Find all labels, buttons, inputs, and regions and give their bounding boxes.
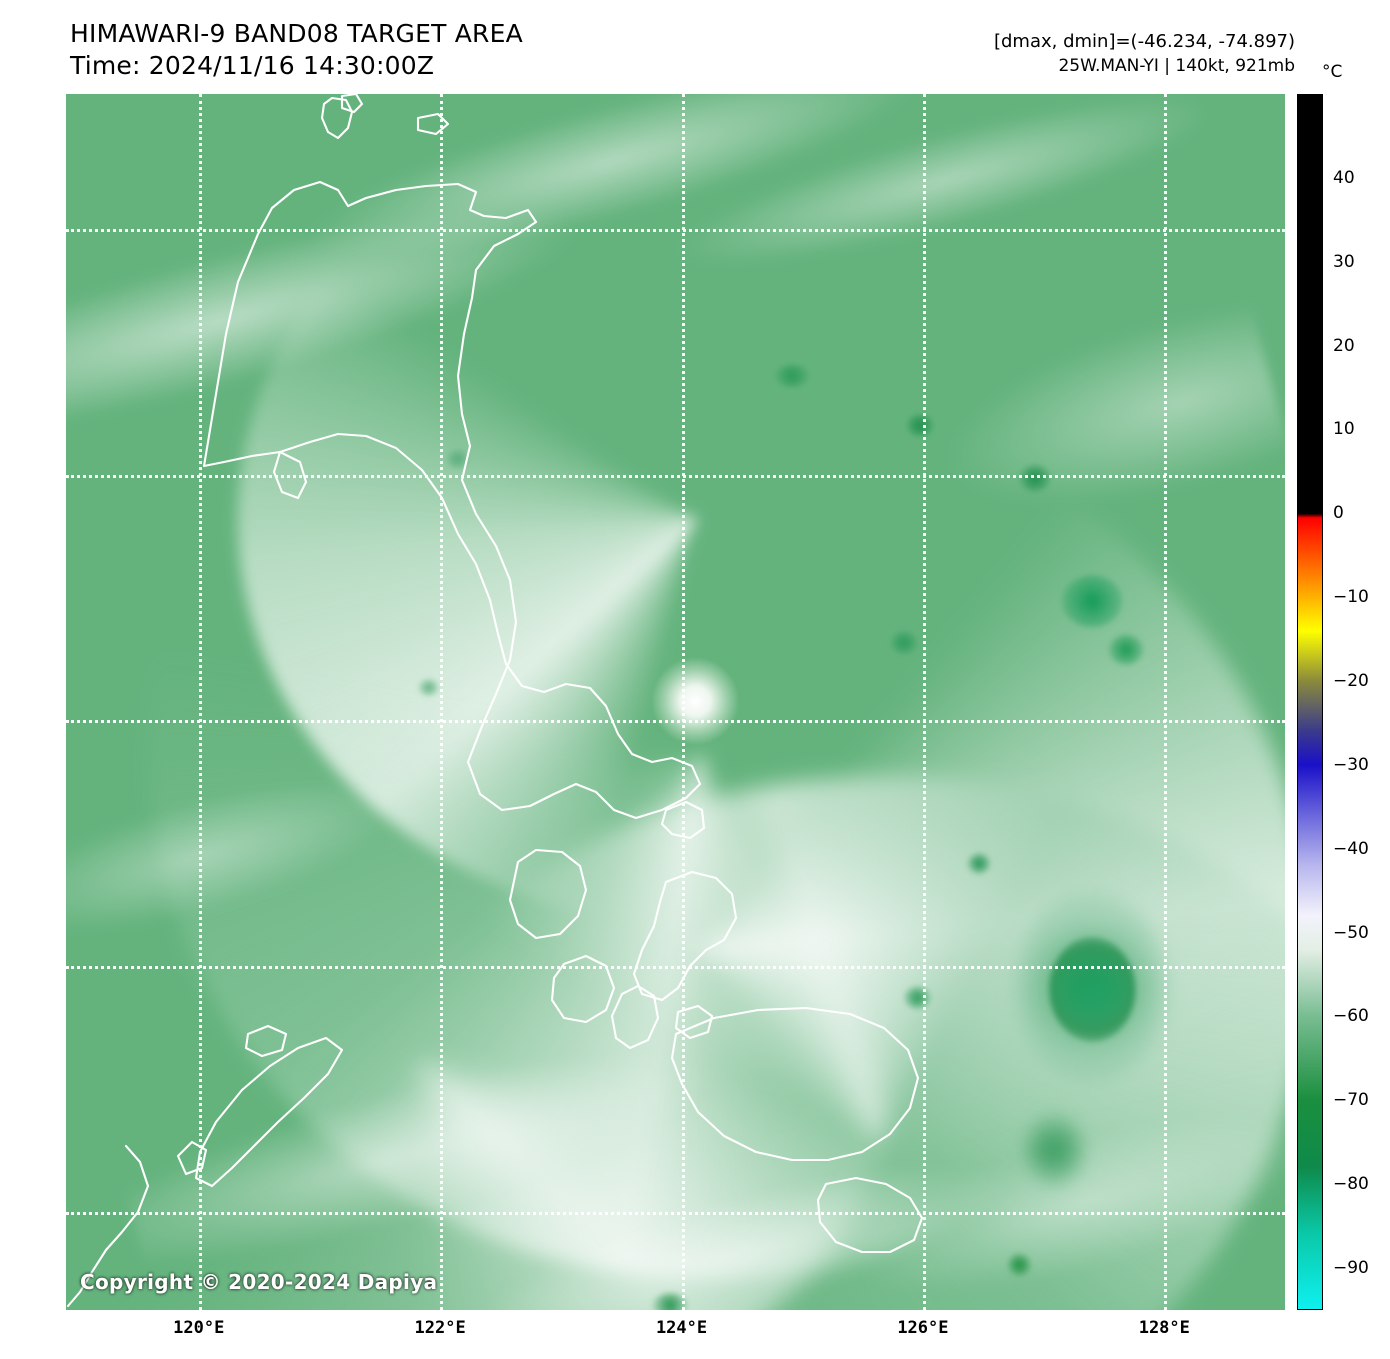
colorbar-tick-label: −90 — [1333, 1258, 1369, 1279]
metadata-block: [dmax, dmin]=(-46.234, -74.897) 25W.MAN-… — [994, 30, 1295, 78]
lon-tick-label: 124°E — [655, 1318, 708, 1338]
colorbar-tick-label: −50 — [1333, 922, 1369, 943]
colorbar-unit-label: °C — [1322, 62, 1343, 82]
lon-tick-label: 120°E — [173, 1318, 225, 1338]
mindanao-coastline — [670, 1006, 920, 1162]
colorbar-tick-label: 10 — [1333, 419, 1355, 440]
colorbar-gradient — [1298, 95, 1322, 1309]
data-range-label: [dmax, dmin]=(-46.234, -74.897) — [993, 31, 1295, 52]
gridline-lon-120°E — [198, 94, 202, 1310]
colorbar-tick-label: 0 — [1333, 503, 1344, 524]
colorbar-tick-label: −80 — [1333, 1174, 1369, 1195]
gridline-lat-16°N — [66, 474, 1285, 478]
small-islet-coastline — [176, 1140, 208, 1176]
satellite-image-plot: Copyright © 2020-2024 Dapiya — [66, 94, 1285, 1310]
sulu-islet-coastline — [244, 1024, 288, 1058]
gridline-lat-14°N — [66, 720, 1285, 724]
gridline-lat-10°N — [66, 1211, 1285, 1215]
colorbar-tick-label: 40 — [1333, 167, 1355, 188]
luzon-coastline — [202, 180, 702, 820]
lon-tick-label: 128°E — [1138, 1318, 1190, 1338]
title-block: HIMAWARI-9 BAND08 TARGET AREA Time: 2024… — [70, 18, 523, 82]
colorbar-tick-label: −20 — [1333, 671, 1369, 692]
gridline-lon-122°E — [440, 94, 444, 1310]
negros-coastline — [610, 984, 660, 1050]
borneo-coastline — [66, 1144, 150, 1308]
bohol-coastline — [674, 1004, 714, 1040]
gridline-lon-128°E — [1164, 94, 1168, 1310]
colorbar-tick-label: 20 — [1333, 335, 1355, 356]
gridline-lat-12°N — [66, 966, 1285, 970]
islet-north-1 — [340, 94, 364, 114]
colorbar-tick-label: −30 — [1333, 754, 1369, 775]
lon-tick-label: 126°E — [897, 1318, 949, 1338]
se-mindanao-coastline — [816, 1176, 924, 1254]
colorbar-tick-label: −40 — [1333, 838, 1369, 859]
gridline-lon-126°E — [922, 94, 926, 1310]
colorbar — [1297, 94, 1323, 1310]
lon-tick-label: 122°E — [414, 1318, 466, 1338]
copyright-label: Copyright © 2020-2024 Dapiya — [80, 1270, 438, 1294]
gridline-lon-124°E — [681, 94, 685, 1310]
colorbar-tick-label: −10 — [1333, 587, 1369, 608]
graticule — [66, 94, 1285, 1310]
colorbar-tick-label: −60 — [1333, 1006, 1369, 1027]
catanduanes-coastline — [660, 800, 706, 840]
storm-info-label: 25W.MAN-YI | 140kt, 921mb — [1058, 56, 1295, 76]
gridline-lat-18°N — [66, 229, 1285, 233]
taiwan-islet-coastline — [320, 96, 354, 140]
mindoro-coastline — [508, 848, 588, 940]
colorbar-tick-label: 30 — [1333, 251, 1355, 272]
page-title: HIMAWARI-9 BAND08 TARGET AREA — [70, 19, 523, 48]
timestamp-label: Time: 2024/11/16 14:30:00Z — [70, 51, 435, 80]
bataan-coastline — [272, 450, 308, 500]
colorbar-tick-label: −70 — [1333, 1090, 1369, 1111]
panay-coastline — [550, 954, 616, 1024]
